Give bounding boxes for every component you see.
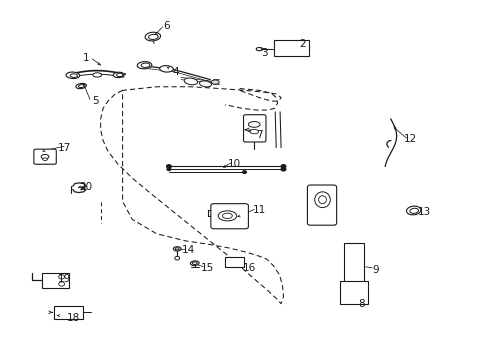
- Ellipse shape: [248, 122, 260, 127]
- Text: 5: 5: [92, 96, 99, 106]
- Ellipse shape: [222, 213, 232, 219]
- Circle shape: [281, 167, 285, 171]
- Text: 11: 11: [252, 206, 265, 216]
- Circle shape: [242, 171, 246, 174]
- Ellipse shape: [70, 74, 77, 77]
- Text: 8: 8: [358, 299, 364, 309]
- Ellipse shape: [41, 154, 49, 159]
- Ellipse shape: [76, 84, 86, 89]
- Text: 2: 2: [299, 39, 305, 49]
- Ellipse shape: [66, 72, 80, 78]
- Bar: [273, 40, 308, 56]
- Ellipse shape: [93, 73, 102, 77]
- FancyBboxPatch shape: [34, 149, 56, 164]
- Ellipse shape: [148, 34, 158, 40]
- Text: 16: 16: [242, 263, 256, 273]
- Text: 17: 17: [58, 143, 71, 153]
- Ellipse shape: [42, 158, 47, 161]
- Ellipse shape: [141, 63, 150, 67]
- Ellipse shape: [314, 192, 330, 208]
- Bar: [42, 273, 69, 288]
- Circle shape: [166, 165, 171, 168]
- Bar: [224, 257, 243, 267]
- Ellipse shape: [192, 262, 197, 265]
- Ellipse shape: [249, 130, 258, 134]
- FancyBboxPatch shape: [307, 185, 336, 225]
- Text: 10: 10: [228, 159, 241, 169]
- Circle shape: [174, 256, 179, 260]
- Text: 14: 14: [182, 245, 195, 255]
- FancyBboxPatch shape: [210, 204, 248, 229]
- Text: 7: 7: [255, 130, 262, 140]
- Text: 3: 3: [260, 48, 267, 58]
- Ellipse shape: [175, 248, 179, 250]
- Ellipse shape: [137, 62, 152, 69]
- Ellipse shape: [145, 32, 160, 41]
- Ellipse shape: [256, 48, 262, 51]
- Text: 6: 6: [163, 21, 169, 31]
- Ellipse shape: [113, 72, 124, 78]
- Ellipse shape: [406, 206, 420, 215]
- Ellipse shape: [190, 261, 199, 266]
- Bar: [339, 282, 367, 304]
- Text: 13: 13: [417, 207, 430, 217]
- Ellipse shape: [218, 211, 236, 221]
- Ellipse shape: [318, 196, 326, 204]
- Text: 1: 1: [82, 53, 89, 63]
- Ellipse shape: [409, 208, 418, 213]
- Bar: [344, 243, 363, 284]
- Ellipse shape: [79, 85, 84, 87]
- Circle shape: [59, 275, 64, 279]
- Circle shape: [166, 168, 170, 171]
- Ellipse shape: [173, 247, 181, 251]
- Ellipse shape: [116, 73, 122, 77]
- Bar: [54, 306, 82, 319]
- Text: 18: 18: [67, 313, 81, 323]
- Text: 20: 20: [80, 182, 92, 192]
- Text: 19: 19: [58, 274, 71, 284]
- Ellipse shape: [211, 80, 219, 84]
- Circle shape: [281, 165, 285, 168]
- Text: 4: 4: [173, 67, 179, 77]
- Text: 12: 12: [403, 134, 416, 144]
- Text: 15: 15: [201, 263, 214, 273]
- Text: 9: 9: [372, 265, 379, 275]
- Ellipse shape: [184, 78, 197, 85]
- Circle shape: [59, 282, 64, 286]
- FancyBboxPatch shape: [243, 115, 265, 142]
- Ellipse shape: [160, 66, 173, 72]
- Ellipse shape: [199, 81, 211, 87]
